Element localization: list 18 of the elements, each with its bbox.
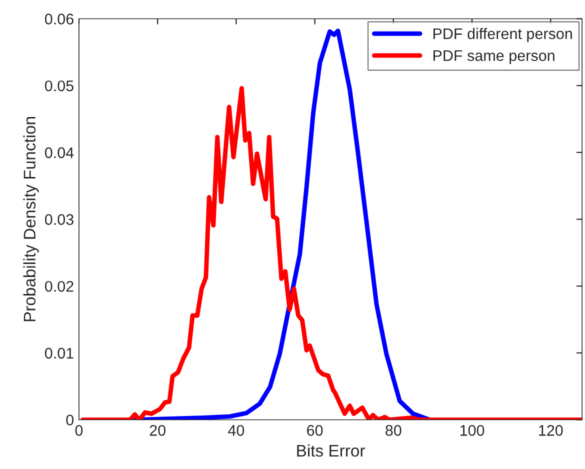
x-axis-title: Bits Error xyxy=(297,444,365,457)
x-tick-label: 0 xyxy=(75,425,83,436)
x-tick-label: 80 xyxy=(386,425,402,436)
x-tick-label: 60 xyxy=(307,425,323,436)
y-axis-title: Probability Density Function xyxy=(23,117,39,322)
y-tick-label: 0.05 xyxy=(44,80,74,92)
legend-label: PDF same person xyxy=(433,50,554,64)
y-tick-label: 0 xyxy=(66,414,74,426)
y-tick-label: 0.02 xyxy=(44,280,74,292)
x-tick-label: 100 xyxy=(460,425,484,436)
legend-label: PDF different person xyxy=(433,28,572,42)
y-tick-label: 0.04 xyxy=(44,147,74,158)
x-tick-label: 120 xyxy=(539,425,563,436)
y-tick-label: 0.06 xyxy=(44,14,74,24)
x-tick-label: 20 xyxy=(150,425,166,436)
y-tick-label: 0.01 xyxy=(44,348,74,359)
x-tick-label: 40 xyxy=(228,425,244,436)
y-tick-label: 0.03 xyxy=(44,214,74,225)
